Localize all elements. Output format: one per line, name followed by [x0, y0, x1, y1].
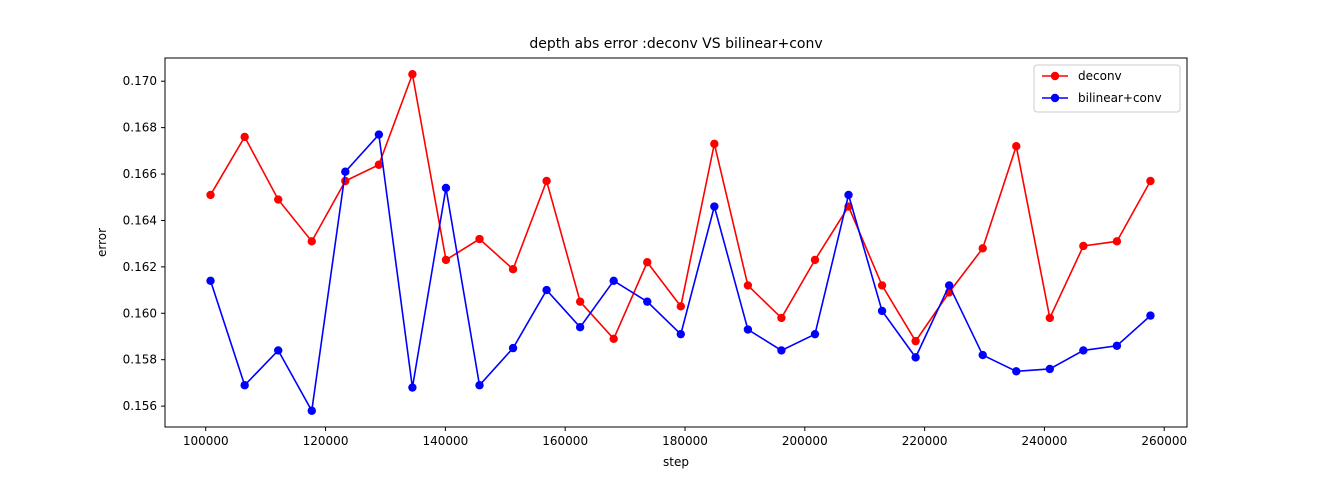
- x-tick-label: 100000: [183, 434, 229, 448]
- legend-label: deconv: [1078, 69, 1122, 83]
- y-tick-label: 0.162: [123, 260, 157, 274]
- data-point: [643, 258, 652, 267]
- y-tick-label: 0.158: [123, 353, 157, 367]
- data-point: [508, 264, 518, 274]
- data-point: [240, 132, 249, 142]
- data-point: [1045, 313, 1055, 323]
- data-point: [877, 281, 887, 290]
- data-point: [341, 167, 350, 176]
- plot-frame: [164, 57, 1188, 428]
- data-point: [374, 130, 384, 139]
- data-point: [1079, 241, 1088, 251]
- data-point: [475, 381, 484, 390]
- data-point: [374, 160, 384, 169]
- data-point: [408, 70, 417, 79]
- data-point: [676, 302, 685, 311]
- y-tick-label: 0.164: [123, 213, 157, 227]
- y-tick-label: 0.160: [123, 306, 157, 320]
- data-point: [1079, 346, 1088, 355]
- y-tick-label: 0.156: [123, 399, 157, 413]
- data-point: [844, 190, 853, 200]
- x-tick-label: 180000: [662, 434, 708, 448]
- data-point: [877, 306, 887, 316]
- x-axis-label: step: [663, 455, 689, 469]
- data-point: [710, 202, 719, 211]
- legend-box: [1033, 64, 1181, 113]
- series-line: [209, 132, 1151, 414]
- x-tick-label: 140000: [422, 434, 468, 448]
- data-point: [274, 195, 283, 204]
- data-point: [643, 297, 652, 306]
- data-point: [542, 285, 551, 295]
- data-point: [575, 297, 585, 306]
- x-tick-label: 240000: [1022, 434, 1068, 448]
- series-1: [206, 130, 1155, 415]
- data-point: [911, 353, 920, 362]
- data-point: [240, 381, 249, 390]
- x-tick-label: 260000: [1141, 434, 1187, 448]
- data-point: [743, 325, 753, 334]
- data-point: [475, 234, 484, 244]
- data-point: [1012, 367, 1021, 376]
- data-point: [777, 313, 786, 323]
- data-point: [978, 350, 987, 360]
- legend: deconv bilinear+conv: [1033, 64, 1181, 113]
- data-point: [206, 276, 215, 285]
- data-point: [676, 329, 685, 339]
- x-tick-label: 200000: [782, 434, 828, 448]
- data-point: [307, 237, 316, 246]
- data-point: [341, 176, 350, 186]
- data-point: [810, 329, 820, 339]
- y-tick-label: 0.170: [123, 74, 157, 88]
- data-point: [810, 255, 820, 265]
- data-point: [441, 255, 451, 265]
- data-point: [1012, 141, 1021, 151]
- data-point: [1146, 176, 1155, 186]
- data-point: [206, 190, 215, 200]
- data-point: [274, 346, 283, 355]
- x-tick-label: 220000: [902, 434, 948, 448]
- data-point: [978, 244, 987, 253]
- legend-label: bilinear+conv: [1078, 91, 1162, 105]
- data-point: [542, 176, 551, 186]
- data-point: [1146, 311, 1155, 320]
- data-point: [777, 346, 786, 355]
- legend-marker: [1050, 71, 1060, 81]
- data-point: [710, 139, 719, 149]
- data-point: [1112, 237, 1122, 246]
- legend-marker: [1050, 93, 1060, 103]
- data-point: [944, 281, 954, 290]
- data-point: [408, 383, 417, 392]
- data-point: [911, 336, 920, 346]
- data-point: [609, 276, 618, 285]
- data-point: [1112, 341, 1122, 350]
- x-tick-label: 160000: [542, 434, 588, 448]
- series-line: [209, 71, 1152, 343]
- data-point: [1045, 364, 1055, 374]
- series-0: [206, 70, 1155, 346]
- y-axis-label: error: [95, 228, 109, 257]
- y-tick-label: 0.168: [123, 121, 157, 135]
- y-tick-label: 0.166: [123, 167, 157, 181]
- chart-title: depth abs error :deconv VS bilinear+conv: [529, 36, 822, 52]
- data-point: [307, 406, 316, 415]
- data-point: [441, 183, 451, 193]
- data-point: [575, 323, 585, 332]
- data-point: [508, 343, 518, 353]
- data-point: [743, 281, 753, 290]
- data-point: [609, 334, 618, 344]
- x-tick-label: 120000: [303, 434, 349, 448]
